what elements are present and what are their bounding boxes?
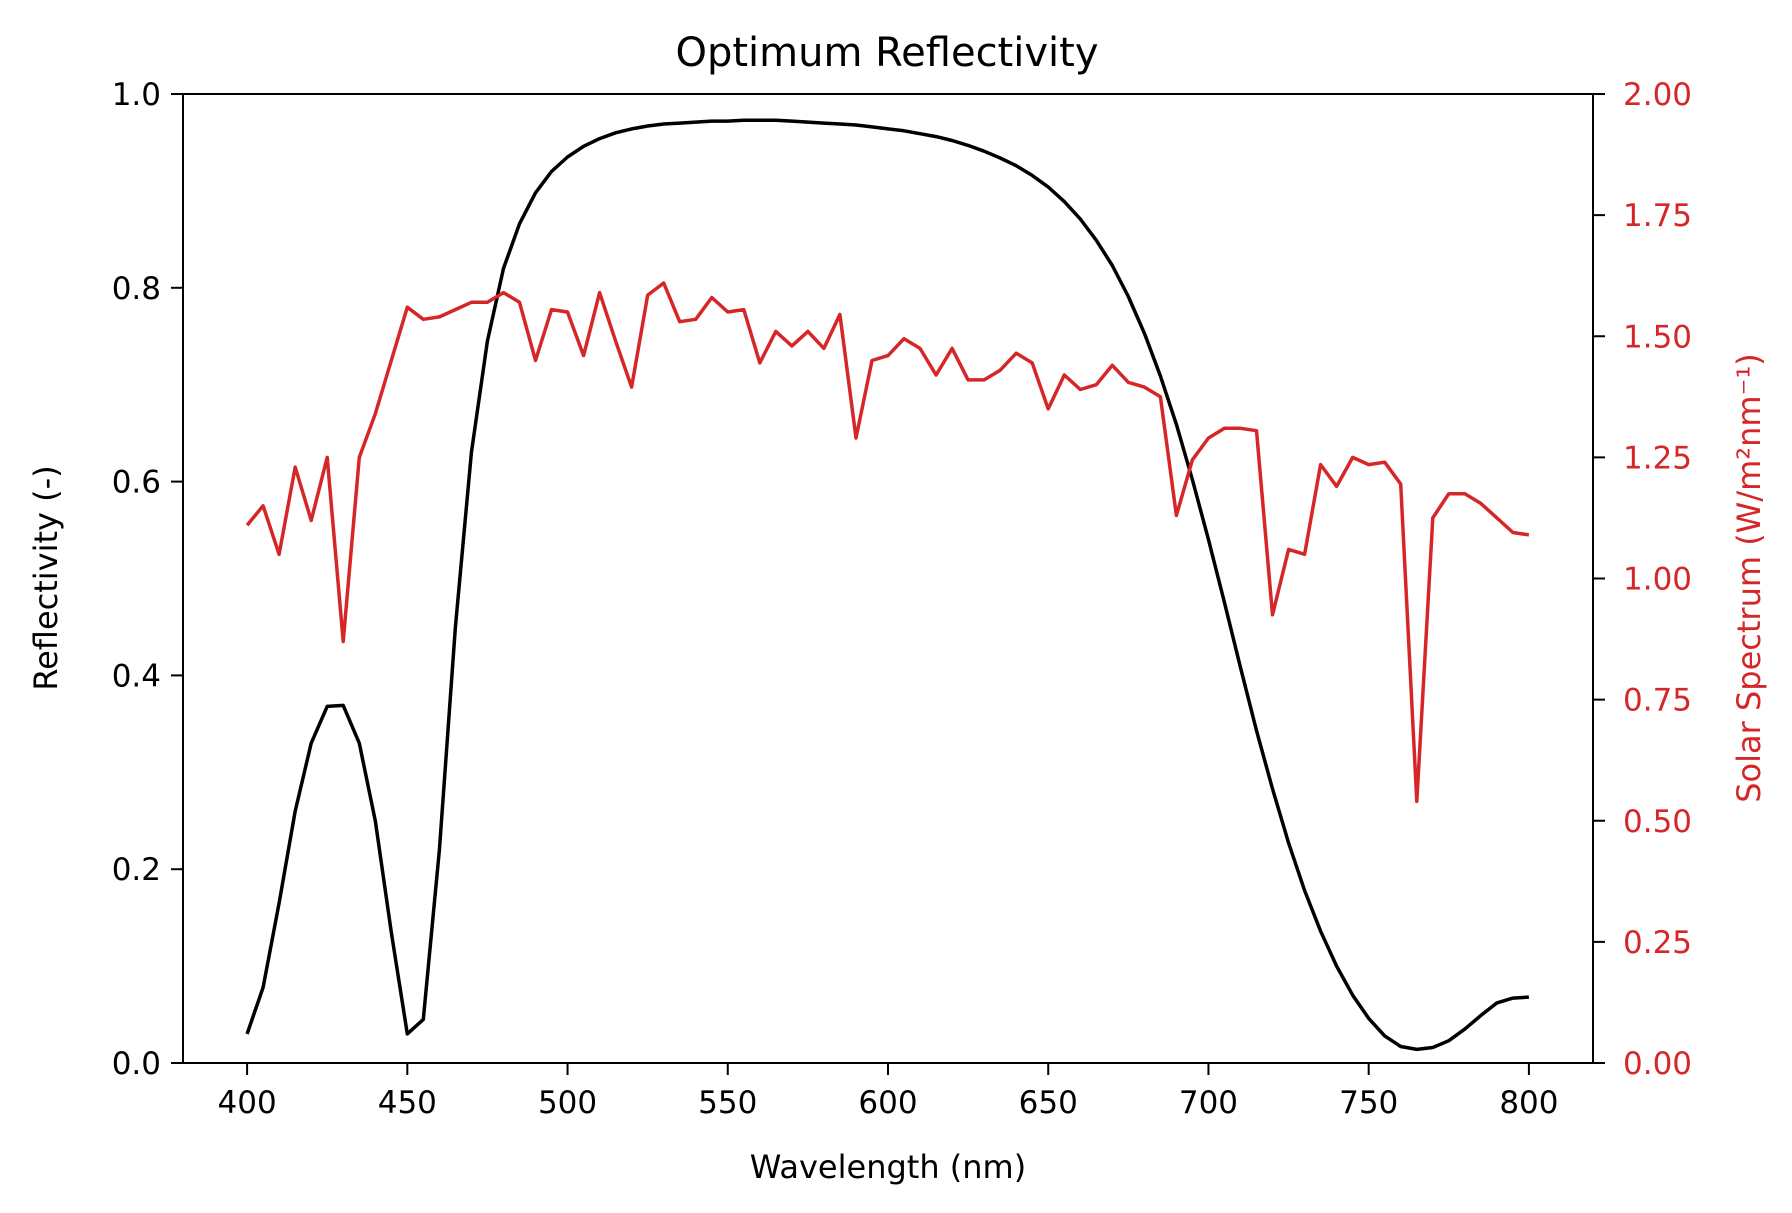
plot-area	[182, 93, 1594, 1064]
reflectivity-line	[245, 118, 1530, 1052]
y2-tick-label: 1.75	[1623, 198, 1692, 234]
y2-axis-label: Solar Spectrum (W/m²nm⁻¹)	[1730, 353, 1768, 803]
x-tick-label: 700	[1179, 1085, 1238, 1121]
y2-tick-label: 0.25	[1623, 925, 1692, 961]
y2-tick-label: 0.50	[1623, 804, 1692, 840]
x-tick-label: 600	[858, 1085, 917, 1121]
chart-title: Optimum Reflectivity	[675, 30, 1098, 76]
x-tick-label: 450	[378, 1085, 437, 1121]
y2-tick-label: 1.25	[1623, 440, 1692, 476]
x-tick-label: 750	[1339, 1085, 1398, 1121]
x-axis-label: Wavelength (nm)	[750, 1148, 1026, 1186]
reflectivity-line-group	[245, 118, 1530, 1052]
x-tick-label: 650	[1019, 1085, 1078, 1121]
y-axis-left: 0.0 0.2 0.4 0.6 0.8 1.0	[112, 77, 183, 1082]
y-tick-label: 0.4	[112, 658, 161, 694]
y-tick-label: 0.0	[112, 1046, 161, 1082]
x-tick-label: 400	[218, 1085, 277, 1121]
x-tick-label: 800	[1499, 1085, 1558, 1121]
x-axis: 400 450 500 550 600 650 700 750 800	[218, 1063, 1558, 1121]
y2-tick-label: 1.50	[1623, 319, 1692, 355]
y-tick-label: 0.2	[112, 852, 161, 888]
y2-tick-label: 2.00	[1623, 77, 1692, 113]
y-tick-label: 1.0	[112, 77, 161, 113]
y2-tick-label: 0.00	[1623, 1046, 1692, 1082]
solar-spectrum-line	[245, 281, 1530, 804]
solar-spectrum-line-group	[245, 281, 1530, 804]
x-tick-label: 500	[538, 1085, 597, 1121]
y-axis-right: 0.00 0.25 0.50 0.75 1.00 1.25 1.50 1.75 2.00	[1593, 77, 1692, 1082]
x-tick-label: 550	[698, 1085, 757, 1121]
y-tick-label: 0.8	[112, 271, 161, 307]
y-tick-label: 0.6	[112, 465, 161, 501]
y-axis-label: Reflectivity (-)	[27, 465, 65, 690]
y2-tick-label: 0.75	[1623, 683, 1692, 719]
y2-tick-label: 1.00	[1623, 562, 1692, 598]
